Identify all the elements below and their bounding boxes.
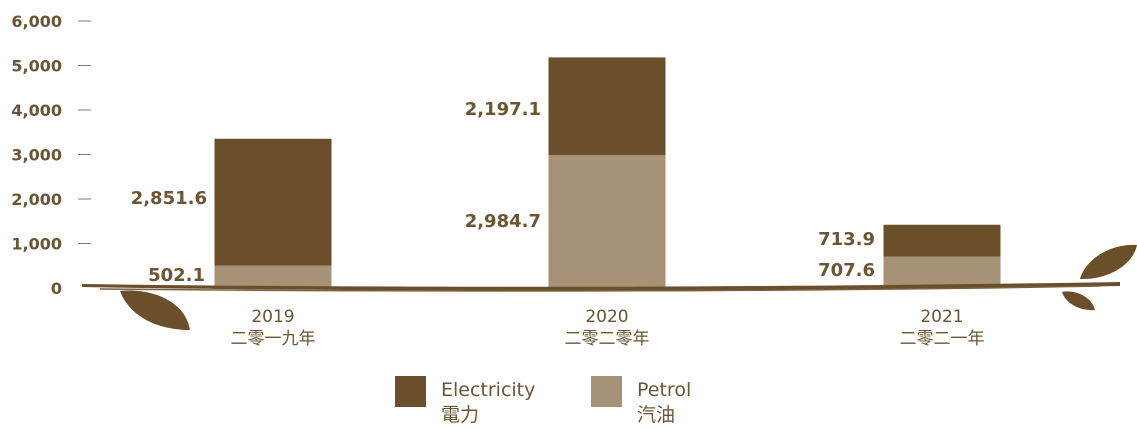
x-tick-label-zh: 二零二一年 bbox=[900, 329, 985, 349]
leaf-right-bottom-icon bbox=[1062, 291, 1095, 311]
y-axis: 0 1,000 2,000 3,000 4,000 5,000 6,000 bbox=[11, 12, 91, 298]
x-tick-label-year: 2019 bbox=[251, 307, 294, 327]
legend-label-electricity: Electricity bbox=[441, 379, 535, 401]
legend-swatch-petrol bbox=[591, 376, 622, 407]
y-tick-label: 2,000 bbox=[11, 190, 62, 209]
y-tick-label: 0 bbox=[51, 279, 62, 298]
bar-petrol-2021 bbox=[883, 256, 1001, 288]
x-tick-label-zh: 二零一九年 bbox=[231, 329, 316, 349]
legend-label-zh-electricity: 電力 bbox=[441, 404, 479, 426]
y-tick-label: 1,000 bbox=[11, 235, 62, 254]
bar-petrol-2020 bbox=[548, 155, 666, 288]
data-label-electricity-2020: 2,197.1 bbox=[465, 99, 541, 120]
leaf-right-top-icon bbox=[1080, 244, 1137, 280]
baseline-branch bbox=[82, 244, 1137, 330]
leaf-left-icon bbox=[120, 290, 190, 330]
bar-electricity-2021 bbox=[883, 224, 1001, 257]
y-tick-label: 3,000 bbox=[11, 146, 62, 165]
x-tick-label-year: 2021 bbox=[920, 307, 963, 327]
y-tick-label: 4,000 bbox=[11, 101, 62, 120]
bar-electricity-2020 bbox=[548, 57, 666, 156]
legend-label-zh-petrol: 汽油 bbox=[637, 404, 675, 426]
data-label-petrol-2019: 502.1 bbox=[148, 265, 205, 286]
y-tick-label: 5,000 bbox=[11, 57, 62, 76]
y-tick-label: 6,000 bbox=[11, 12, 62, 31]
baseline-stroke-2 bbox=[99, 285, 1101, 292]
x-tick-label-zh: 二零二零年 bbox=[565, 329, 650, 349]
baseline-stroke bbox=[82, 282, 1120, 291]
bar-petrol-2019 bbox=[214, 265, 332, 288]
legend-label-petrol: Petrol bbox=[637, 379, 691, 401]
data-label-electricity-2019: 2,851.6 bbox=[131, 188, 207, 209]
legend: Electricity 電力 Petrol 汽油 bbox=[395, 376, 691, 426]
data-label-electricity-2021: 713.9 bbox=[818, 229, 875, 250]
bar-electricity-2019 bbox=[214, 138, 332, 266]
data-label-petrol-2021: 707.6 bbox=[818, 260, 875, 281]
x-tick-label-year: 2020 bbox=[585, 307, 628, 327]
bars: 502.1 2,851.6 2,984.7 2,197.1 707.6 713.9 bbox=[131, 57, 1001, 288]
legend-swatch-electricity bbox=[395, 376, 426, 407]
data-label-petrol-2020: 2,984.7 bbox=[465, 211, 541, 232]
